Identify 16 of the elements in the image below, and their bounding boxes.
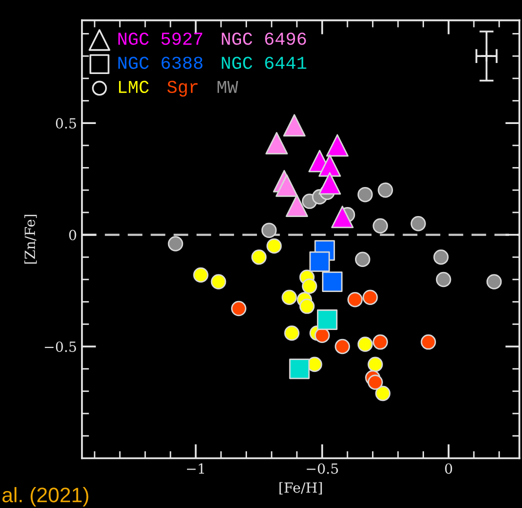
text: MW [218,80,238,93]
y-tick-label: −0.5 [44,341,76,352]
x-axis-title: [Fe/H] [280,482,322,494]
y-axis-title: [Zn/Fe] [24,214,37,264]
x-tick-label: −0.5 [306,463,338,474]
legend-label: LMC [119,80,149,94]
legend-label: NGC 6388 [118,56,202,69]
text: al. (2021) [2,487,88,506]
legend-label: NGC 6496 [222,32,306,45]
text: NGC 6441 [222,56,306,69]
text: Sgr [167,80,198,97]
y-tick-label: 0.5 [56,118,76,129]
legend-label: NGC 5927 [118,32,202,45]
x-tick-label: −1 [186,463,204,474]
y-tick-label: 0 [69,230,76,240]
x-tick-label: 0 [445,463,452,474]
